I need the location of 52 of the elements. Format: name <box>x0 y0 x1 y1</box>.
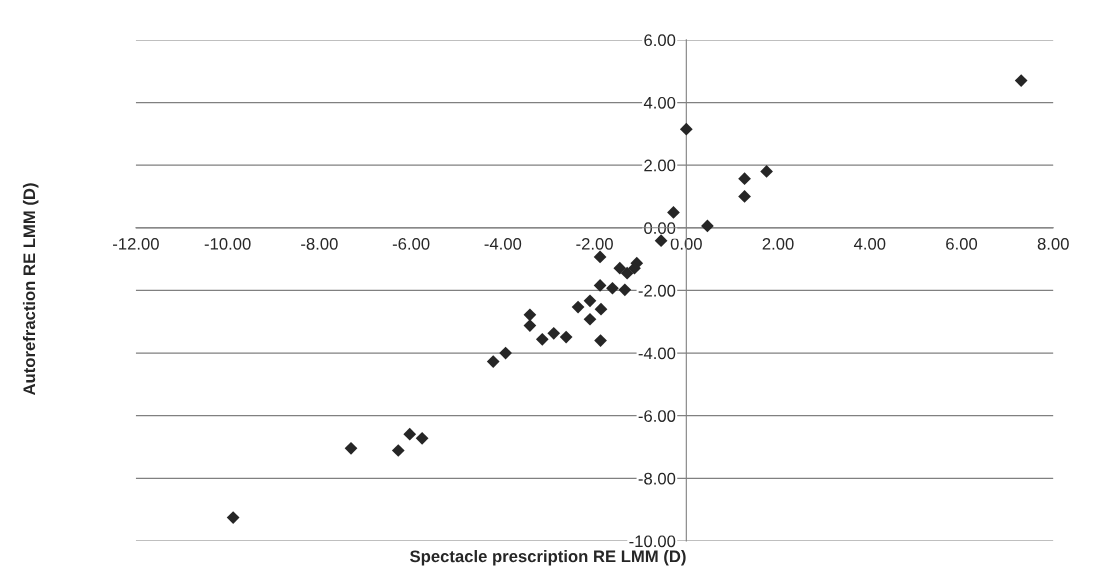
y-tick-label: 0.00 <box>644 222 676 235</box>
point <box>667 206 680 219</box>
point <box>226 511 240 524</box>
point <box>1014 74 1028 87</box>
y-tick-label: 6.00 <box>644 34 676 47</box>
x-tick-label: -2.00 <box>576 237 613 250</box>
point <box>593 250 607 264</box>
point <box>594 302 608 316</box>
x-tick-label: -8.00 <box>301 237 338 250</box>
y-tick-label: -4.00 <box>638 347 676 360</box>
point <box>606 281 619 295</box>
x-tick-label: 8.00 <box>1037 237 1069 250</box>
point <box>499 346 512 360</box>
point <box>403 427 417 441</box>
point <box>535 332 549 346</box>
x-axis-title: Spectacle prescription RE LMM (D) <box>410 550 686 566</box>
point <box>391 444 405 457</box>
y-tick-label: -2.00 <box>638 284 676 297</box>
x-tick-label: -4.00 <box>484 237 522 250</box>
point <box>620 266 634 280</box>
point <box>654 234 668 248</box>
y-tick-label: -10.00 <box>629 535 676 548</box>
x-tick-label: 4.00 <box>853 237 886 250</box>
point <box>679 122 693 136</box>
point <box>594 334 607 347</box>
point <box>618 283 632 297</box>
y-axis-title: Autorefraction RE LMM (D) <box>22 183 39 396</box>
point <box>583 312 597 326</box>
x-tick-label: -12.00 <box>113 237 159 250</box>
x-tick-label: 0.00 <box>670 237 702 250</box>
point <box>738 190 751 203</box>
point <box>523 308 537 322</box>
point <box>760 165 773 178</box>
x-tick-label: -6.00 <box>392 237 430 250</box>
y-tick-label: 2.00 <box>644 159 676 172</box>
point <box>613 261 627 275</box>
x-tick-label: 2.00 <box>762 237 794 250</box>
point <box>344 441 358 455</box>
point <box>583 294 597 308</box>
y-tick-label: 4.00 <box>643 96 676 109</box>
y-tick-label: -8.00 <box>638 472 676 485</box>
x-tick-label: 6.00 <box>946 237 978 250</box>
point <box>415 431 429 445</box>
point <box>486 355 500 368</box>
x-tick-label: -10.00 <box>204 237 251 250</box>
point <box>738 172 751 185</box>
point <box>593 279 607 292</box>
point <box>701 219 714 233</box>
point <box>571 300 585 314</box>
y-tick-label: -6.00 <box>638 410 676 422</box>
point <box>559 330 573 344</box>
point <box>547 326 561 340</box>
